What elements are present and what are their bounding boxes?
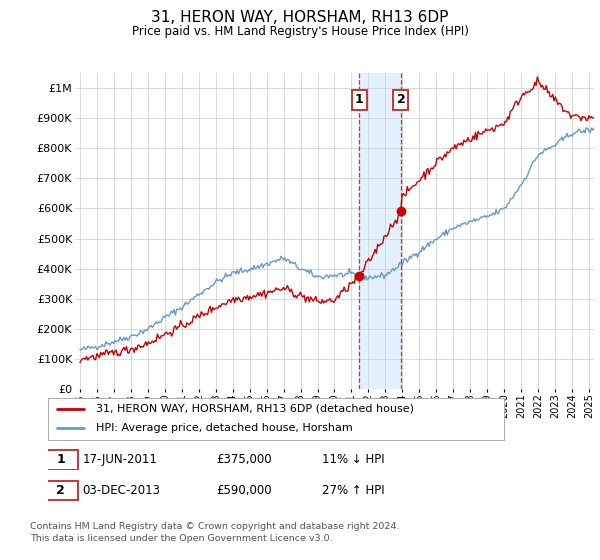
Text: 17-JUN-2011: 17-JUN-2011 bbox=[82, 453, 157, 466]
Text: 2: 2 bbox=[397, 94, 406, 106]
Text: 31, HERON WAY, HORSHAM, RH13 6DP: 31, HERON WAY, HORSHAM, RH13 6DP bbox=[151, 10, 449, 25]
Text: 27% ↑ HPI: 27% ↑ HPI bbox=[322, 484, 384, 497]
Text: £375,000: £375,000 bbox=[217, 453, 272, 466]
Text: Price paid vs. HM Land Registry's House Price Index (HPI): Price paid vs. HM Land Registry's House … bbox=[131, 25, 469, 38]
Text: 11% ↓ HPI: 11% ↓ HPI bbox=[322, 453, 384, 466]
Text: HPI: Average price, detached house, Horsham: HPI: Average price, detached house, Hors… bbox=[96, 423, 353, 433]
Text: 1: 1 bbox=[355, 94, 364, 106]
Bar bbox=[359, 73, 401, 389]
Text: Contains HM Land Registry data © Crown copyright and database right 2024.
This d: Contains HM Land Registry data © Crown c… bbox=[30, 522, 400, 543]
Text: £590,000: £590,000 bbox=[217, 484, 272, 497]
Text: 1: 1 bbox=[56, 453, 65, 466]
Text: 03-DEC-2013: 03-DEC-2013 bbox=[82, 484, 160, 497]
FancyBboxPatch shape bbox=[43, 450, 77, 469]
FancyBboxPatch shape bbox=[43, 481, 77, 500]
Text: 2: 2 bbox=[56, 484, 65, 497]
Text: 31, HERON WAY, HORSHAM, RH13 6DP (detached house): 31, HERON WAY, HORSHAM, RH13 6DP (detach… bbox=[96, 404, 414, 414]
